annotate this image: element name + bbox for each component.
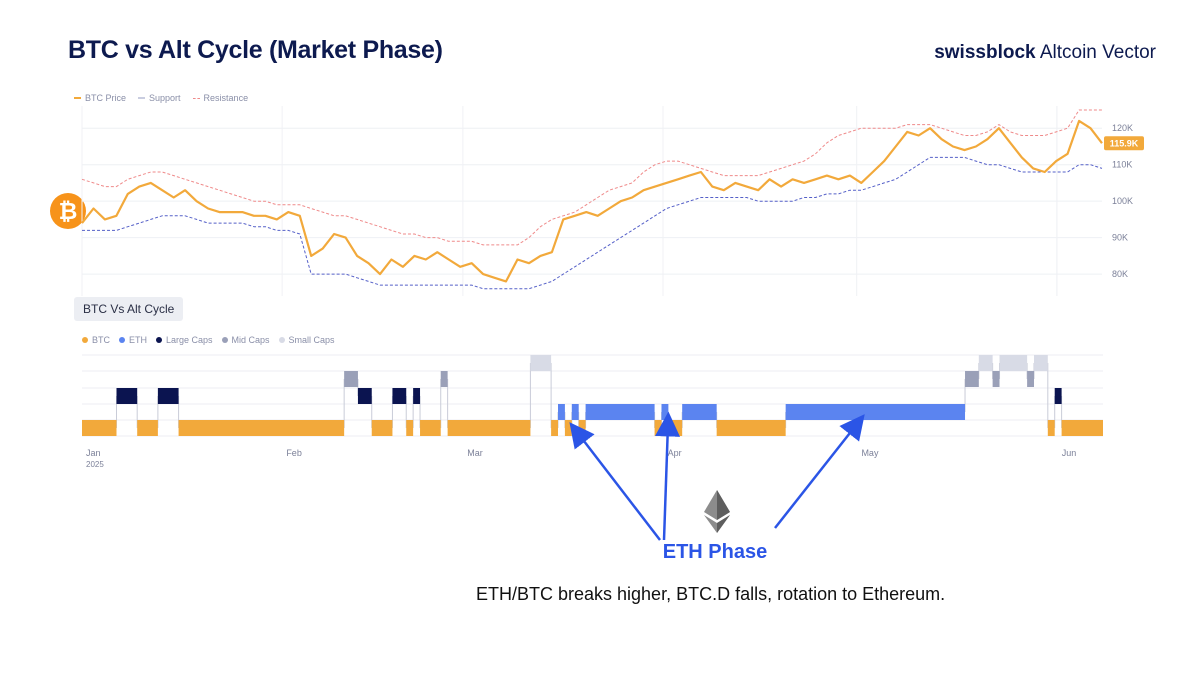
cycle-segment-btc xyxy=(82,420,117,436)
cycle-segment-btc xyxy=(716,420,786,436)
cycle-segment-mid-caps xyxy=(965,371,979,387)
arrow-to-eth-phase-2 xyxy=(655,411,681,541)
price-y-tick-label: 90K xyxy=(1112,233,1128,243)
brand-product: Altcoin Vector xyxy=(1039,42,1156,63)
legend-mid-caps[interactable]: Mid Caps xyxy=(221,335,270,345)
cycle-segment-mid-caps xyxy=(1027,371,1035,387)
cycle-segment-large-caps xyxy=(392,388,407,404)
legend-btc[interactable]: BTC xyxy=(82,335,110,345)
price-y-tick-label: 80K xyxy=(1112,269,1128,279)
cycle-segment-btc xyxy=(564,420,572,436)
cycle-segment-btc xyxy=(551,420,559,436)
cycle-segment-btc xyxy=(371,420,393,436)
ethereum-icon xyxy=(704,490,730,533)
legend-support-label: Support xyxy=(149,93,181,103)
cycle-segment-mid-caps xyxy=(440,371,448,387)
brand-name: swissblock xyxy=(934,42,1036,63)
legend-resistance[interactable]: Resistance xyxy=(192,93,249,103)
cycle-segment-eth xyxy=(585,404,655,420)
cycle-segment-mid-caps xyxy=(992,371,1000,387)
eth-phase-title: ETH Phase xyxy=(662,541,768,563)
cycle-segment-btc xyxy=(447,420,531,436)
cycle-segment-mid-caps xyxy=(344,371,358,387)
price-legend: BTC Price Support Resistance xyxy=(74,93,248,103)
legend-mid-caps-label: Mid Caps xyxy=(231,335,270,345)
legend-btc-dot xyxy=(82,337,88,343)
price-y-tick-label: 120K xyxy=(1112,123,1133,133)
last-price-label: 115.9K xyxy=(1110,139,1139,149)
cycle-x-tick-label: Apr xyxy=(668,448,682,458)
legend-resistance-swatch xyxy=(192,97,200,99)
legend-btc-price-swatch xyxy=(74,97,81,99)
legend-small-caps-label: Small Caps xyxy=(288,335,335,345)
price-y-tick-label: 110K xyxy=(1112,160,1132,170)
cycle-segment-small-caps xyxy=(530,355,552,371)
legend-btc-price[interactable]: BTC Price xyxy=(74,93,126,103)
legend-eth[interactable]: ETH xyxy=(119,335,147,345)
legend-mid-caps-dot xyxy=(221,337,228,343)
cycle-segment-btc xyxy=(1047,420,1055,436)
series-line-btc-price xyxy=(81,119,1103,283)
cycle-section-label: BTC Vs Alt Cycle xyxy=(74,297,184,321)
series-line-support xyxy=(82,156,1103,290)
legend-btc-label: BTC xyxy=(92,335,110,345)
price-y-tick-label: 100K xyxy=(1112,196,1133,206)
cycle-x-tick-label: Jan xyxy=(86,448,101,458)
legend-eth-dot xyxy=(119,337,125,343)
cycle-segment-btc xyxy=(1061,420,1103,436)
bitcoin-icon: ₿ xyxy=(50,193,86,229)
cycle-segment-large-caps xyxy=(357,388,372,404)
cycle-segment-large-caps xyxy=(157,388,179,404)
page-title: BTC vs Alt Cycle (Market Phase) xyxy=(68,36,443,64)
legend-btc-price-label: BTC Price xyxy=(85,93,127,103)
cycle-segment-eth xyxy=(785,404,966,420)
legend-large-caps-dot xyxy=(156,337,162,343)
eth-phase-description: ETH/BTC breaks higher, BTC.D falls, rota… xyxy=(476,584,946,604)
arrow-to-eth-phase-3 xyxy=(774,414,865,529)
btc-price-chart: 80K 90K 100K 110K 120K 115.9K xyxy=(81,106,1144,296)
legend-resistance-label: Resistance xyxy=(203,93,249,103)
cycle-x-tick-label: Jun xyxy=(1062,448,1077,458)
cycle-segment-btc xyxy=(137,420,158,436)
legend-large-caps-label: Large Caps xyxy=(166,335,213,345)
svg-text:₿: ₿ xyxy=(59,198,78,224)
cycle-segment-large-caps xyxy=(116,388,138,404)
cycle-segment-small-caps xyxy=(1034,355,1048,371)
legend-small-caps-dot xyxy=(278,337,285,343)
cycle-segment-large-caps xyxy=(413,388,421,404)
cycle-x-tick-label: Mar xyxy=(467,448,483,458)
cycle-segment-btc xyxy=(178,420,345,436)
btc-vs-alt-cycle-chart: Jan 2025 Feb Mar Apr May Jun xyxy=(82,354,1103,469)
cycle-segment-btc xyxy=(406,420,414,436)
brand-logo: swissblock Altcoin Vector xyxy=(934,42,1156,64)
legend-support[interactable]: Support xyxy=(138,93,181,103)
cycle-segment-large-caps xyxy=(1054,388,1062,404)
cycle-legend: BTC ETH Large Caps Mid Caps Small Caps xyxy=(82,335,335,345)
cycle-segment-btc xyxy=(420,420,441,436)
cycle-x-tick-label: Feb xyxy=(286,448,302,458)
last-price-badge xyxy=(1104,136,1144,151)
cycle-x-tick-label: May xyxy=(861,448,879,458)
legend-support-swatch xyxy=(138,97,146,99)
legend-small-caps[interactable]: Small Caps xyxy=(278,335,335,345)
arrow-to-eth-phase-1 xyxy=(569,422,661,541)
legend-eth-label: ETH xyxy=(129,335,147,345)
cycle-x-tick-year: 2025 xyxy=(86,460,104,469)
cycle-segment-eth xyxy=(571,404,579,420)
cycle-segment-small-caps xyxy=(978,355,993,371)
cycle-segment-eth xyxy=(558,404,565,420)
legend-large-caps[interactable]: Large Caps xyxy=(156,335,213,345)
cycle-segment-eth xyxy=(682,404,717,420)
cycle-segment-small-caps xyxy=(999,355,1028,371)
